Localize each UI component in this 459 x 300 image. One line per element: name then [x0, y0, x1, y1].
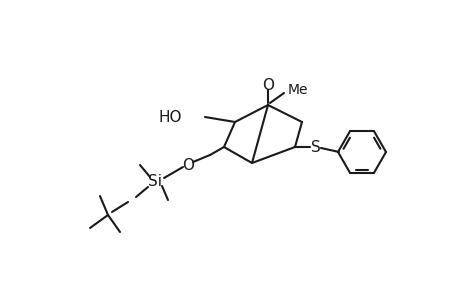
Text: Si: Si — [148, 175, 162, 190]
Text: HO: HO — [158, 110, 182, 124]
Text: O: O — [262, 77, 274, 92]
Text: Me: Me — [287, 83, 308, 97]
Text: O: O — [182, 158, 194, 172]
Text: S: S — [310, 140, 320, 154]
